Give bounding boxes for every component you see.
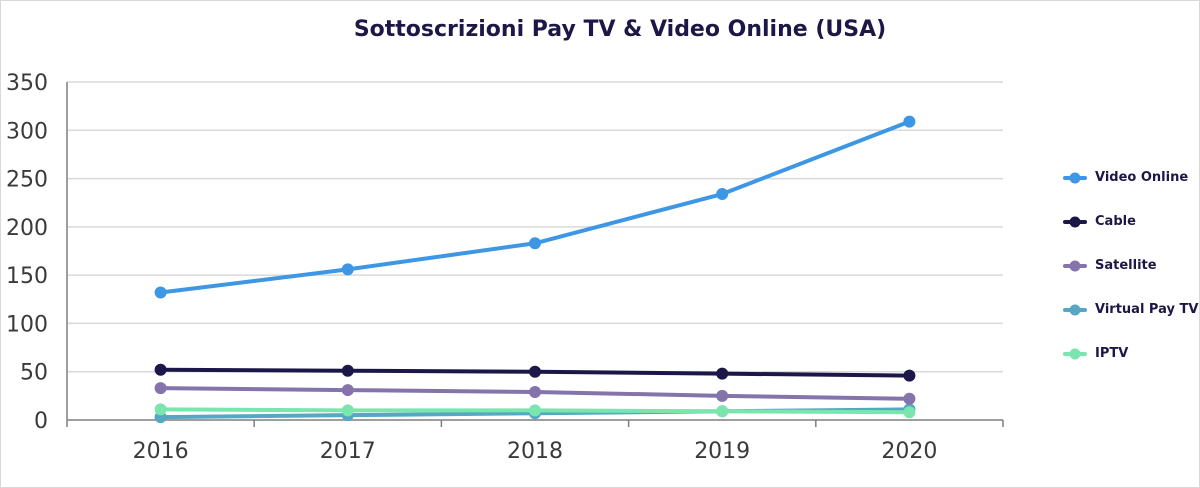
y-tick-label: 50 [20, 361, 48, 386]
legend-label: Virtual Pay TV [1095, 302, 1199, 317]
legend-swatch-marker [1069, 348, 1081, 360]
x-tick-label: 2016 [133, 439, 189, 464]
y-tick-label: 350 [6, 71, 48, 96]
data-point-cable [154, 363, 167, 376]
data-point-satellite [341, 384, 354, 397]
data-point-video-online [903, 115, 916, 128]
legend-label: Satellite [1095, 258, 1157, 273]
data-point-video-online [341, 263, 354, 276]
series-line-video-online [158, 119, 912, 295]
legend-swatch-marker [1069, 216, 1081, 228]
data-point-satellite [154, 382, 167, 395]
series-lines [154, 115, 916, 424]
axes [66, 82, 1004, 427]
legend-swatch-marker [1069, 260, 1081, 272]
x-axis-ticks: 2016 2017 2018 2019 2020 [133, 439, 938, 464]
y-tick-label: 200 [6, 216, 48, 241]
data-point-iptv [529, 404, 541, 417]
y-tick-label: 250 [6, 168, 48, 193]
data-point-cable [716, 367, 729, 380]
data-point-iptv [716, 405, 729, 418]
legend-swatch-marker [1069, 172, 1081, 184]
data-point-video-online [529, 237, 541, 250]
legend-swatch [1063, 216, 1087, 228]
legend-swatch [1063, 260, 1087, 272]
legend-swatch [1063, 304, 1087, 316]
legend-swatch [1063, 172, 1087, 184]
data-point-satellite [529, 385, 541, 398]
legend-label: Video Online [1095, 170, 1189, 185]
data-point-cable [341, 364, 354, 377]
y-tick-label: 100 [6, 312, 48, 337]
chart-title: Sottoscrizioni Pay TV & Video Online (US… [353, 17, 887, 42]
x-tick-label: 2019 [694, 439, 750, 464]
legend-swatch [1063, 348, 1087, 360]
data-point-video-online [154, 286, 167, 299]
gridlines [67, 81, 1003, 373]
legend-swatch-marker [1069, 304, 1081, 316]
legend-label: IPTV [1095, 346, 1129, 361]
x-tick-label: 2018 [507, 439, 563, 464]
data-point-video-online [716, 188, 729, 201]
y-tick-label: 300 [6, 119, 48, 144]
data-point-iptv [341, 404, 354, 417]
data-point-satellite [716, 389, 729, 402]
y-axis-ticks: 0 50 100 150 200 250 300 350 [6, 71, 48, 434]
legend-label: Cable [1095, 214, 1136, 229]
data-point-iptv [154, 403, 167, 416]
y-tick-label: 150 [6, 264, 48, 289]
x-tick-label: 2020 [881, 439, 937, 464]
data-point-cable [529, 365, 541, 378]
x-tick-label: 2017 [320, 439, 376, 464]
data-point-satellite [903, 392, 916, 405]
data-point-iptv [903, 406, 916, 419]
data-point-cable [903, 369, 916, 382]
y-tick-label: 0 [34, 409, 48, 434]
